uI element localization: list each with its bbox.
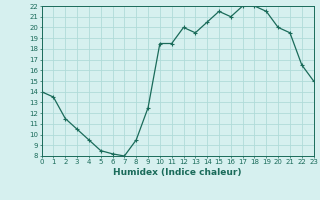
X-axis label: Humidex (Indice chaleur): Humidex (Indice chaleur) — [113, 168, 242, 177]
